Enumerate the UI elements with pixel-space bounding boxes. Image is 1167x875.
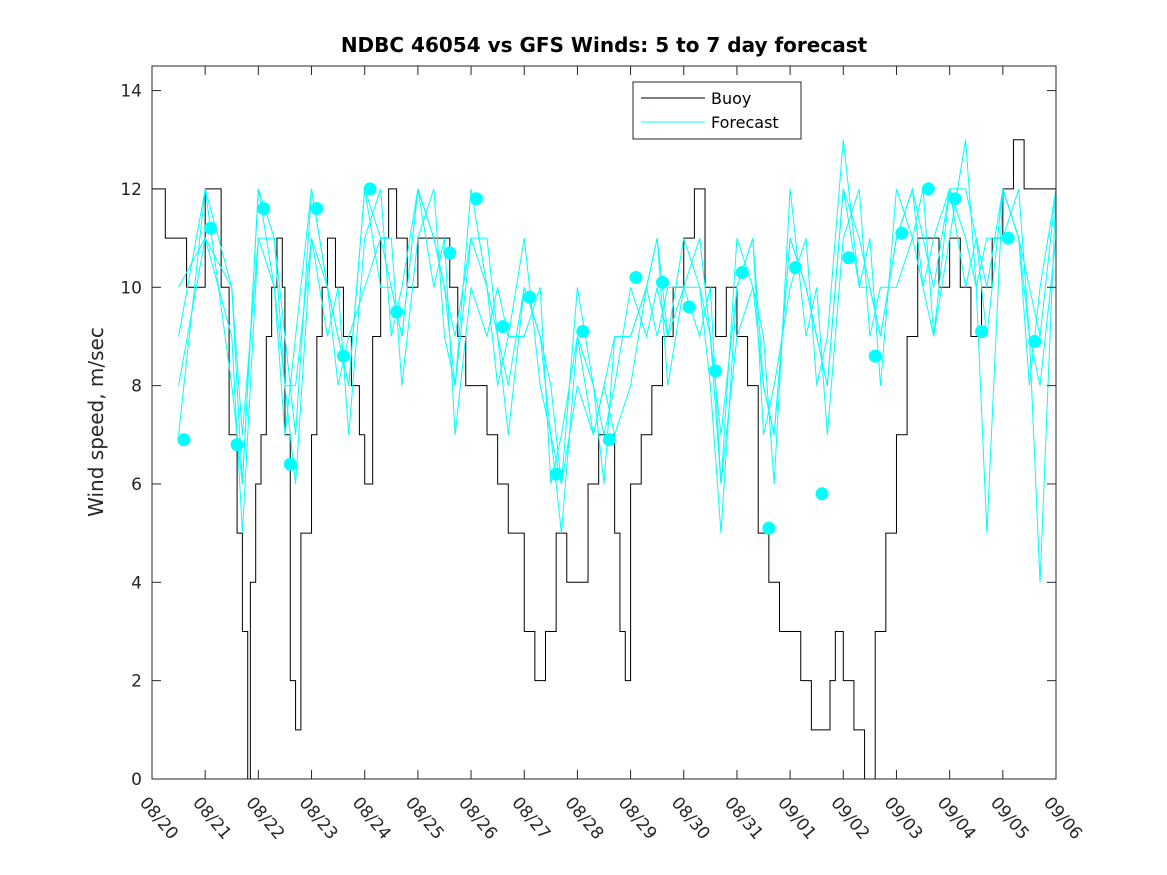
forecast-marker-21 <box>762 521 776 535</box>
x-tick-label-9: 08/29 <box>614 793 661 843</box>
legend-label-buoy: Buoy <box>711 89 751 108</box>
forecast-marker-10 <box>469 192 483 206</box>
plot-area <box>152 66 1056 779</box>
forecast-line-3 <box>178 188 1057 583</box>
forecast-marker-27 <box>921 182 935 196</box>
forecast-marker-9 <box>443 246 457 260</box>
forecast-marker-7 <box>363 182 377 196</box>
plot-frame <box>151 65 1057 780</box>
x-tick-label-3: 08/23 <box>295 793 342 843</box>
y-tick-label-5: 10 <box>120 278 142 298</box>
x-tick-label-8: 08/28 <box>561 793 608 843</box>
forecast-marker-1 <box>203 221 217 235</box>
forecast-marker-16 <box>629 270 643 284</box>
forecast-marker-20 <box>735 266 749 280</box>
x-tick-label-11: 08/31 <box>720 793 767 843</box>
forecast-marker-26 <box>895 226 909 240</box>
forecast-marker-14 <box>576 325 590 339</box>
forecast-marker-19 <box>709 364 723 378</box>
forecast-marker-24 <box>842 251 856 265</box>
x-tick-label-10: 08/30 <box>667 793 714 843</box>
x-tick-label-13: 09/02 <box>826 793 873 843</box>
forecast-marker-30 <box>1001 231 1015 245</box>
forecast-marker-31 <box>1028 334 1042 348</box>
y-tick-label-1: 2 <box>131 672 142 692</box>
x-tick-label-12: 09/01 <box>773 793 820 843</box>
y-tick-label-4: 8 <box>131 377 142 397</box>
x-tick-label-2: 08/22 <box>242 793 289 843</box>
x-tick-label-7: 08/27 <box>507 793 554 843</box>
forecast-marker-28 <box>948 192 962 206</box>
forecast-marker-3 <box>257 202 271 216</box>
forecast-marker-8 <box>390 305 404 319</box>
y-tick-label-0: 0 <box>131 770 142 790</box>
x-tick-label-1: 08/21 <box>188 793 235 843</box>
y-axis: 0 2 4 6 8 10 12 14 <box>120 82 1056 790</box>
forecast-marker-12 <box>523 290 537 304</box>
forecast-marker-6 <box>336 349 350 363</box>
x-tick-label-6: 08/26 <box>454 793 501 843</box>
legend: Buoy Forecast <box>632 81 802 140</box>
forecast-marker-0 <box>177 433 191 447</box>
x-tick-label-0: 08/20 <box>135 793 182 843</box>
forecast-marker-25 <box>868 349 882 363</box>
forecast-marker-18 <box>682 300 696 314</box>
forecast-marker-4 <box>283 457 297 471</box>
legend-label-forecast: Forecast <box>711 113 779 132</box>
y-tick-label-6: 12 <box>120 180 142 200</box>
forecast-marker-5 <box>310 202 324 216</box>
forecast-marker-11 <box>496 320 510 334</box>
y-tick-label-3: 6 <box>131 475 142 495</box>
legend-box <box>632 81 802 140</box>
forecast-marker-13 <box>549 467 563 481</box>
forecast-marker-29 <box>975 325 989 339</box>
forecast-marker-23 <box>815 487 829 501</box>
x-tick-label-14: 09/03 <box>880 793 927 843</box>
forecast-marker-15 <box>602 433 616 447</box>
x-tick-label-15: 09/04 <box>933 793 980 843</box>
x-tick-label-4: 08/24 <box>348 793 395 843</box>
forecast-marker-22 <box>788 261 802 275</box>
forecast-marker-17 <box>655 275 669 289</box>
marker-layer <box>177 182 1042 535</box>
y-axis-label: Wind speed, m/sec <box>84 327 108 517</box>
chart-title: NDBC 46054 vs GFS Winds: 5 to 7 day fore… <box>341 33 868 57</box>
y-tick-label-2: 4 <box>131 573 142 593</box>
x-tick-label-16: 09/05 <box>986 793 1033 843</box>
forecast-marker-2 <box>230 438 244 452</box>
y-tick-label-7: 14 <box>120 82 142 102</box>
x-tick-label-5: 08/25 <box>401 793 448 843</box>
x-tick-label-17: 09/06 <box>1039 793 1086 843</box>
